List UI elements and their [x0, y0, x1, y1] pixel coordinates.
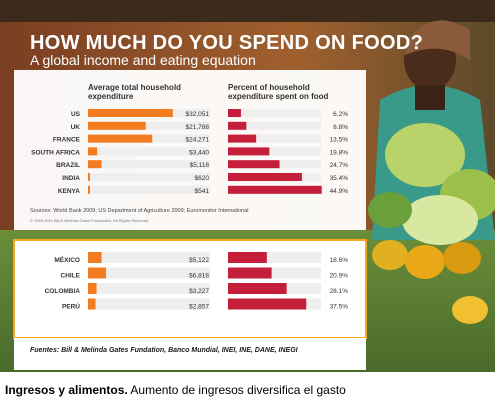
bar — [228, 298, 307, 310]
category-label: COLOMBIA — [45, 288, 81, 295]
caption-text: Aumento de ingresos diversifica el gasto — [127, 383, 346, 397]
bar-track — [228, 134, 321, 143]
bar — [88, 109, 173, 117]
category-label: UK — [71, 124, 81, 131]
category-label: BRAZIL — [56, 162, 80, 169]
bar — [88, 160, 102, 169]
bar — [228, 185, 322, 194]
sources-note: Sources: World Bank 2009; US Department … — [30, 208, 249, 214]
data-label: $21,788 — [186, 124, 210, 131]
bar-track — [88, 252, 210, 263]
bar — [228, 173, 302, 181]
bar — [88, 267, 107, 279]
bar-track — [88, 267, 210, 279]
bar — [88, 173, 90, 181]
category-label: CHILE — [61, 273, 81, 280]
bar — [228, 134, 257, 143]
bar-track — [228, 267, 321, 279]
data-label: $3,227 — [189, 288, 209, 295]
data-label: 37.5% — [330, 304, 349, 311]
category-label: INDIA — [62, 175, 80, 182]
bar — [88, 185, 90, 194]
bar-track — [88, 160, 210, 169]
data-label: $24,271 — [186, 137, 210, 144]
bar — [228, 147, 270, 156]
bar — [228, 267, 272, 279]
data-label: $620 — [195, 175, 210, 182]
col-header-expenditure: Average total household expenditure — [88, 83, 182, 101]
figure-caption: Ingresos y alimentos. Aumento de ingreso… — [5, 383, 346, 397]
data-label: 18.6% — [330, 257, 349, 264]
bar — [228, 109, 241, 117]
bar — [88, 147, 98, 156]
data-label: 13.5% — [330, 137, 349, 144]
copyright-note: © 1999-2011 Bill & Melinda Gates Foundat… — [30, 218, 150, 223]
data-label: 8.8% — [333, 124, 348, 131]
data-label: 20.9% — [330, 273, 349, 280]
bar-track — [88, 147, 210, 156]
bar-track — [88, 185, 210, 194]
bar-track — [88, 298, 210, 310]
chart-subtitle: A global income and eating equation — [30, 52, 256, 68]
bar-track — [88, 173, 210, 181]
data-label: 35.4% — [330, 175, 349, 182]
bar — [88, 134, 153, 143]
bar — [228, 160, 280, 169]
data-label: $6,818 — [189, 273, 209, 280]
data-label: 44.9% — [330, 188, 349, 195]
category-label: SOUTH AFRICA — [31, 149, 80, 156]
bar — [228, 283, 287, 294]
bar-track — [228, 252, 321, 263]
category-label: FRANCE — [53, 137, 81, 144]
data-label: $541 — [195, 188, 210, 195]
data-label: $32,051 — [186, 111, 210, 118]
bar — [88, 252, 102, 263]
bar — [228, 121, 247, 130]
data-label: $3,440 — [189, 149, 209, 156]
col-header-food-percent: Percent of household expenditure spent o… — [228, 83, 329, 101]
category-label: MÉXICO — [54, 255, 80, 264]
data-label: 19.8% — [330, 149, 349, 156]
caption-bold: Ingresos y alimentos. — [5, 383, 128, 397]
footer-sources: Fuentes: Bill & Melinda Gates Fundation,… — [30, 347, 298, 354]
bar-track — [228, 147, 321, 156]
vegetables — [368, 123, 495, 324]
bar — [88, 283, 97, 294]
bar-track — [228, 121, 321, 130]
data-label: 6.2% — [333, 111, 348, 118]
data-label: $5,118 — [190, 162, 210, 169]
bar — [228, 252, 267, 263]
data-label: $2,857 — [189, 304, 209, 311]
bar-track — [228, 109, 321, 117]
bar-track — [88, 121, 210, 130]
bar — [88, 298, 96, 310]
data-label: $5,122 — [189, 257, 209, 264]
bar-track — [88, 283, 210, 294]
category-label: KENYA — [58, 188, 80, 195]
bar — [88, 121, 146, 130]
category-label: PERÚ — [62, 302, 80, 311]
footer-band — [14, 338, 366, 370]
chart-title: HOW MUCH DO YOU SPEND ON FOOD? — [30, 32, 424, 54]
data-label: 28.1% — [330, 288, 349, 295]
category-label: US — [71, 111, 81, 118]
data-label: 24.7% — [330, 162, 349, 169]
